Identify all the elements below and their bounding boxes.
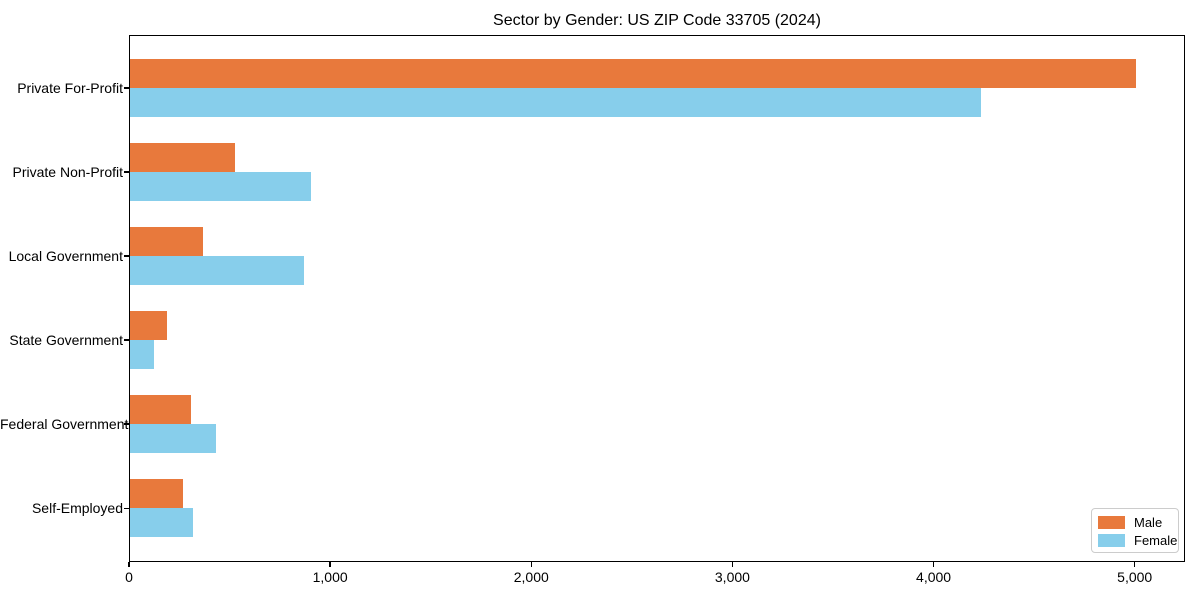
bar-female-private-for-profit: [130, 87, 981, 117]
chart-title: Sector by Gender: US ZIP Code 33705 (202…: [493, 12, 821, 29]
x-tick-mark: [329, 562, 331, 567]
bar-male-federal-government: [130, 395, 192, 425]
y-tick-label-private-for-profit: Private For-Profit: [17, 79, 123, 96]
legend-swatch-female: [1098, 533, 1125, 547]
bar-female-local-government: [130, 256, 304, 286]
bar-male-state-government: [130, 311, 168, 341]
bar-male-private-for-profit: [130, 58, 1136, 88]
legend-swatch-male: [1098, 515, 1125, 529]
x-tick-label-2000: 2,000: [513, 569, 549, 585]
bar-female-federal-government: [130, 424, 217, 454]
y-tick-label-self-employed: Self-Employed: [31, 500, 123, 517]
x-tick-mark: [932, 562, 935, 567]
bar-male-private-non-profit: [130, 143, 235, 173]
y-tick-mark: [124, 339, 129, 341]
x-tick-mark: [128, 562, 130, 567]
legend-item-male: Male: [1098, 514, 1172, 530]
bar-male-local-government: [130, 227, 204, 257]
legend: Male Female: [1091, 508, 1179, 553]
x-tick-mark: [530, 562, 532, 567]
bar-male-self-employed: [130, 479, 184, 509]
y-tick-mark: [124, 423, 129, 425]
y-tick-label-private-non-profit: Private Non-Profit: [12, 164, 123, 181]
y-tick-label-local-government: Local Government: [8, 248, 123, 265]
x-tick-label-5000: 5,000: [1117, 569, 1153, 585]
x-tick-label-4000: 4,000: [916, 569, 952, 585]
legend-label-male: Male: [1134, 514, 1163, 530]
x-tick-mark: [1134, 562, 1136, 567]
y-tick-mark: [124, 255, 129, 257]
y-tick-mark: [124, 507, 129, 509]
legend-label-female: Female: [1134, 532, 1178, 548]
bar-female-private-non-profit: [130, 172, 312, 202]
legend-item-female: Female: [1098, 532, 1177, 548]
x-tick-label-1000: 1,000: [312, 569, 348, 585]
x-tick-label-0: 0: [125, 569, 133, 585]
y-tick-label-federal-government: Federal Government: [0, 416, 129, 433]
plot-area: [129, 35, 1185, 562]
x-tick-mark: [731, 562, 734, 567]
y-tick-mark: [124, 171, 129, 173]
bar-female-self-employed: [130, 508, 194, 538]
y-tick-label-state-government: State Government: [9, 332, 123, 349]
y-tick-mark: [124, 87, 129, 89]
x-tick-label-3000: 3,000: [714, 569, 750, 585]
bar-female-state-government: [130, 340, 155, 370]
